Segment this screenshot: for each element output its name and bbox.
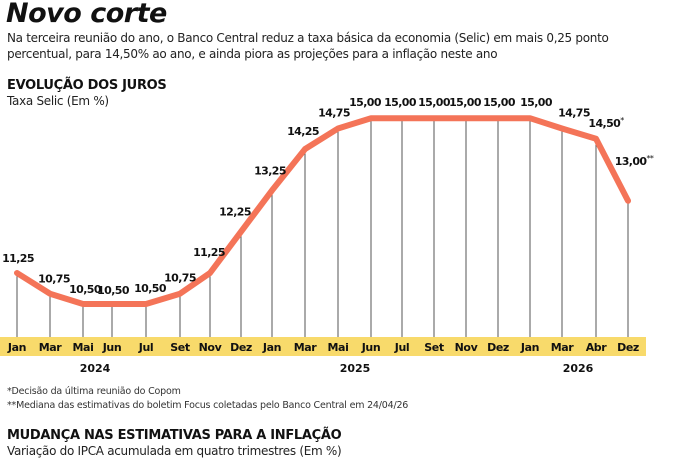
data-label: 15,00 [449,96,482,109]
data-label: 13,25 [254,164,286,177]
x-tick-label: Jan [7,341,26,354]
data-label: 15,00 [483,96,516,109]
data-label: 14,75 [558,106,590,119]
data-label: 15,00 [349,96,382,109]
page-subtitle: Na terceira reunião do ano, o Banco Cent… [7,31,609,61]
month-axis-band [0,337,646,356]
section2-title: MUDANÇA NAS ESTIMATIVAS PARA A INFLAÇÃO [7,428,342,443]
footnote-1: *Decisão da última reunião do Copom [7,386,181,397]
x-tick-label: Jun [361,341,381,354]
section2-subtitle: Variação do IPCA acumulada em quatro tri… [7,444,342,458]
data-label: 15,00 [384,96,417,109]
year-label: 2024 [80,362,111,375]
data-label: 14,50* [588,116,624,130]
selic-line [14,115,631,307]
x-tick-label: Mar [39,341,63,354]
x-tick-label: Mar [551,341,575,354]
x-tick-label: Dez [617,341,639,354]
x-tick-label: Abr [586,341,608,354]
data-label: 10,75 [38,273,70,286]
chart-title: EVOLUÇÃO DOS JUROS [7,78,167,93]
data-label: 15,00 [520,96,553,109]
x-tick-label: Nov [455,341,479,354]
x-tick-label: Jul [394,341,410,354]
x-tick-label: Mai [328,341,349,354]
x-axis-month-labels: Jan Mar Mai Jun Jul Set Nov Dez Jan Mar Mai Jun Jul S… [7,341,639,354]
x-tick-label: Set [170,341,190,354]
page-title: Novo corte [6,0,167,29]
x-tick-label: Jul [138,341,154,354]
x-tick-label: Nov [199,341,223,354]
data-label: 14,25 [287,125,319,138]
data-label: 12,25 [219,206,251,219]
data-label: 15,00 [418,96,451,109]
x-tick-label: Jun [102,341,122,354]
footnote-2: **Mediana das estimativas do boletim Foc… [7,400,409,411]
x-tick-label: Jan [262,341,281,354]
data-label: 11,25 [193,246,225,259]
x-tick-label: Dez [230,341,252,354]
data-label: 10,50 [69,283,102,296]
data-label: 11,25 [2,252,34,265]
year-label: 2025 [340,362,371,375]
data-label: 10,50 [134,282,167,295]
data-label: 14,75 [318,106,350,119]
x-tick-label: Set [424,341,444,354]
x-tick-label: Mai [73,341,94,354]
x-axis-year-labels: 2024 2025 2026 [80,362,594,375]
data-label: 13,00** [615,154,654,168]
data-label: 10,50 [97,284,130,297]
drop-lines [16,118,629,337]
data-label: 10,75 [164,272,196,285]
x-tick-label: Dez [487,341,509,354]
x-tick-label: Mar [294,341,318,354]
year-label: 2026 [563,362,594,375]
x-tick-label: Jan [520,341,539,354]
chart-subtitle: Taxa Selic (Em %) [7,94,109,108]
